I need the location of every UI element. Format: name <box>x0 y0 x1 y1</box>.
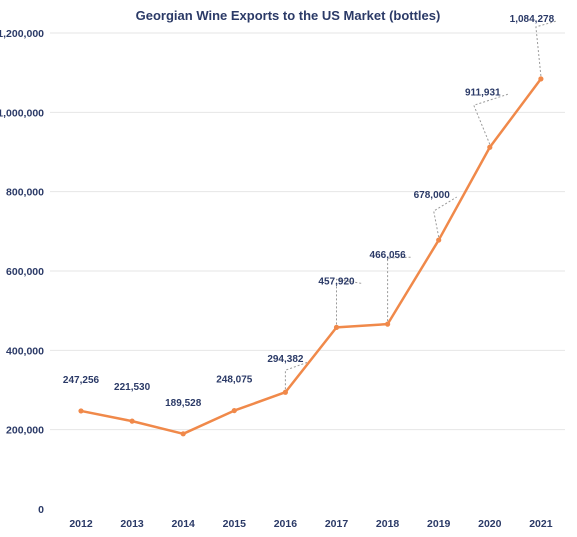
data-label: 189,528 <box>165 398 202 409</box>
y-tick-label: 200,000 <box>6 425 44 437</box>
y-tick-label: 800,000 <box>6 187 44 199</box>
series-line <box>80 78 542 436</box>
x-tick-label: 2015 <box>223 518 247 530</box>
x-tick-label: 2017 <box>325 518 349 530</box>
data-label: 294,382 <box>267 354 304 365</box>
data-point <box>538 76 544 82</box>
data-label: 1,084,278 <box>510 14 555 25</box>
y-tick-label: 400,000 <box>6 345 44 357</box>
data-point <box>78 408 84 414</box>
x-axis-ticks: 2012 2013 2014 2015 2016 2017 2018 2019 2020 2021 <box>69 518 552 530</box>
data-label: 221,530 <box>114 382 151 393</box>
y-axis-ticks: 0 200,000 400,000 600,000 800,000 1,000,000 1,… <box>0 28 44 516</box>
label-leader <box>433 196 457 238</box>
x-tick-label: 2019 <box>427 518 451 530</box>
y-tick-label: 1,000,000 <box>0 107 44 119</box>
data-point <box>180 431 186 437</box>
data-point <box>385 321 391 327</box>
gridlines <box>50 32 565 431</box>
data-point <box>436 237 442 243</box>
series <box>78 76 544 437</box>
label-leader <box>284 360 311 390</box>
x-tick-label: 2013 <box>120 518 144 530</box>
data-label: 457,920 <box>318 276 355 287</box>
data-label: 247,256 <box>63 375 100 386</box>
label-leader <box>336 278 362 325</box>
data-point <box>282 389 288 395</box>
label-leaders <box>284 20 558 390</box>
data-label: 248,075 <box>216 375 253 386</box>
label-leader <box>387 256 413 322</box>
chart-title: Georgian Wine Exports to the US Market (… <box>136 8 441 23</box>
data-labels: 247,256 221,530 189,528 248,075 294,382 457,9… <box>63 14 555 409</box>
x-tick-label: 2014 <box>172 518 196 530</box>
data-point <box>333 324 340 330</box>
data-point <box>487 144 493 150</box>
y-tick-label: 1,200,000 <box>0 28 44 40</box>
data-label: 466,056 <box>370 250 407 261</box>
x-tick-label: 2012 <box>69 518 93 530</box>
x-tick-label: 2016 <box>274 518 298 530</box>
data-label: 678,000 <box>414 190 451 201</box>
x-tick-label: 2021 <box>529 518 553 530</box>
y-tick-label: 600,000 <box>6 266 44 278</box>
x-tick-label: 2018 <box>376 518 400 530</box>
label-leader <box>535 20 558 76</box>
label-leader <box>473 93 508 145</box>
data-point <box>129 418 135 424</box>
data-point <box>231 407 237 414</box>
data-label: 911,931 <box>465 87 501 98</box>
x-tick-label: 2020 <box>478 518 502 530</box>
y-tick-label: 0 <box>38 504 44 516</box>
